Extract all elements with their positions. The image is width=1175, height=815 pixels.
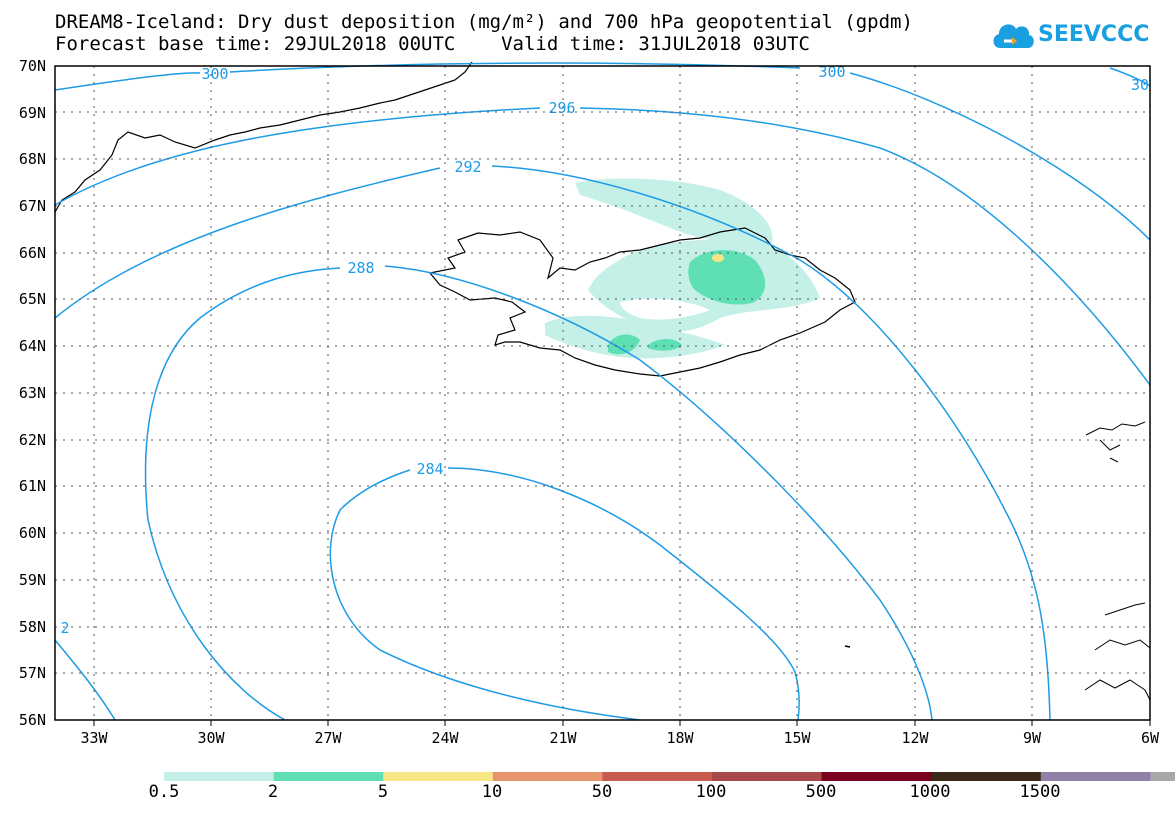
colorbar-label: 1000 bbox=[909, 782, 951, 802]
lon-label: 18W bbox=[666, 729, 694, 747]
contour-label-30: 30 bbox=[1131, 76, 1149, 94]
iceland-coastline bbox=[428, 227, 856, 377]
contour-label-300-west: 300 bbox=[201, 65, 228, 83]
lon-label: 15W bbox=[783, 729, 811, 747]
lat-label: 62N bbox=[19, 431, 46, 449]
contour-label-300-east: 300 bbox=[818, 63, 845, 81]
lat-label: 67N bbox=[19, 197, 46, 215]
contour-label-284: 284 bbox=[416, 460, 443, 478]
latitude-labels: 70N 69N 68N 67N 66N 65N 64N 63N 62N 61N … bbox=[19, 57, 46, 729]
colorbar bbox=[164, 772, 1175, 781]
lat-label: 66N bbox=[19, 244, 46, 262]
contour-labels: 300 296 292 288 284 300 30 2 bbox=[60, 63, 1149, 637]
colorbar-label: 10 bbox=[481, 782, 503, 802]
lat-label: 70N bbox=[19, 57, 46, 75]
colorbar-segment bbox=[602, 772, 713, 781]
cloud-icon bbox=[993, 24, 1034, 48]
logo-text: SEEVCCC bbox=[1038, 22, 1150, 47]
seevccc-logo: SEEVCCC bbox=[990, 16, 1149, 56]
lat-label: 65N bbox=[19, 290, 46, 308]
colorbar-segment bbox=[931, 772, 1042, 781]
lon-label: 33W bbox=[80, 729, 108, 747]
colorbar-segment bbox=[492, 772, 603, 781]
greenland-coastline bbox=[54, 61, 473, 213]
chart-title: DREAM8-Iceland: Dry dust deposition (mg/… bbox=[55, 11, 913, 33]
colorbar-label: 500 bbox=[805, 782, 837, 802]
lat-label: 61N bbox=[19, 477, 46, 495]
lat-label: 56N bbox=[19, 711, 46, 729]
lon-label: 24W bbox=[431, 729, 459, 747]
lon-label: 30W bbox=[197, 729, 225, 747]
dust-deposition-shading bbox=[545, 178, 820, 359]
lon-label: 27W bbox=[314, 729, 342, 747]
axis-ticks bbox=[93, 720, 1151, 726]
lat-label: 63N bbox=[19, 384, 46, 402]
colorbar-segment bbox=[1040, 772, 1151, 781]
colorbar-label: 50 bbox=[591, 782, 613, 802]
lat-label: 64N bbox=[19, 337, 46, 355]
lat-label: 69N bbox=[19, 104, 46, 122]
colorbar-segment bbox=[821, 772, 932, 781]
geopotential-contours bbox=[54, 62, 1151, 721]
contour-label-288: 288 bbox=[347, 259, 374, 277]
contour-label-292: 292 bbox=[454, 158, 481, 176]
lat-label: 59N bbox=[19, 571, 46, 589]
lon-label: 12W bbox=[901, 729, 929, 747]
colorbar-segment bbox=[383, 772, 494, 781]
colorbar-label: 2 bbox=[267, 782, 279, 802]
colorbar-segment bbox=[273, 772, 384, 781]
colorbar-segment bbox=[1150, 772, 1175, 781]
map-frame bbox=[54, 65, 1151, 721]
lat-label: 68N bbox=[19, 150, 46, 168]
lat-label: 58N bbox=[19, 618, 46, 636]
colorbar-label: 5 bbox=[377, 782, 389, 802]
lat-label: 57N bbox=[19, 664, 46, 682]
chart-subtitle: Forecast base time: 29JUL2018 00UTC Vali… bbox=[55, 33, 810, 55]
colorbar-label: 1500 bbox=[1019, 782, 1061, 802]
contour-label-2: 2 bbox=[60, 619, 69, 637]
colorbar-label: 100 bbox=[695, 782, 727, 802]
lon-label: 6W bbox=[1141, 729, 1160, 747]
lon-label: 9W bbox=[1023, 729, 1042, 747]
faroe-coastline bbox=[1085, 421, 1146, 463]
longitude-labels: 33W 30W 27W 24W 21W 18W 15W 12W 9W 6W bbox=[80, 729, 1160, 747]
map-grid bbox=[55, 66, 1150, 720]
colorbar-segment bbox=[712, 772, 823, 781]
colorbar-segment bbox=[164, 772, 275, 781]
lon-label: 21W bbox=[549, 729, 577, 747]
contour-label-296: 296 bbox=[548, 99, 575, 117]
lat-label: 60N bbox=[19, 524, 46, 542]
scotland-coastline bbox=[1084, 602, 1151, 701]
colorbar-label: 0.5 bbox=[148, 782, 180, 802]
